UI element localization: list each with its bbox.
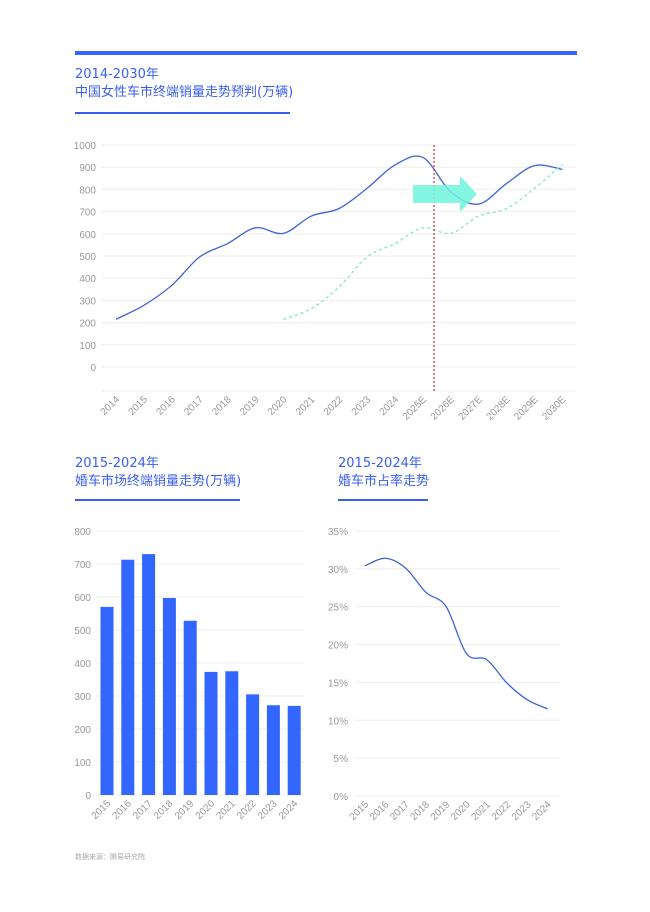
y-tick-label: 400 [79, 274, 96, 285]
y-tick-label: 30% [328, 565, 348, 576]
x-tick-label: 2016 [368, 799, 392, 823]
y-tick-label: 25% [328, 603, 348, 614]
right-arrow-icon [413, 176, 477, 212]
chart3-title-line1: 2015-2024年 [338, 456, 422, 471]
data-source-footer: 数据来源：腾易研究院 [75, 853, 145, 861]
x-tick-label: 2028E [484, 394, 512, 422]
bar [266, 705, 280, 795]
y-tick-label: 1000 [74, 141, 97, 152]
x-tick-label: 2019 [238, 394, 262, 418]
y-tick-label: 15% [328, 678, 348, 689]
y-tick-label: 900 [79, 163, 96, 174]
y-tick-label: 800 [79, 185, 96, 196]
chart3-title-underline [338, 499, 428, 501]
x-tick-label: 2018 [210, 394, 234, 418]
chart1-title: 2014-2030年 中国女性车市终端销量走势预判(万辆) [75, 66, 293, 102]
sales-line [115, 155, 563, 320]
y-tick-label: 35% [328, 527, 348, 538]
x-tick-label: 2029E [512, 394, 540, 422]
x-tick-label: 2020 [449, 799, 473, 823]
y-tick-label: 0 [90, 363, 96, 374]
y-tick-label: 400 [74, 659, 91, 670]
x-tick-label: 2016 [154, 394, 178, 418]
y-tick-label: 0% [334, 792, 349, 803]
chart2-title: 2015-2024年 婚车市场终端销量走势(万辆) [75, 455, 241, 491]
x-tick-label: 2023 [256, 798, 280, 822]
y-tick-label: 200 [79, 319, 96, 330]
bar [100, 606, 114, 795]
y-tick-label: 600 [74, 593, 91, 604]
x-tick-label: 2027E [457, 394, 485, 422]
x-tick-label: 2016 [110, 798, 134, 822]
y-tick-label: 200 [74, 725, 91, 736]
bar [246, 694, 260, 795]
x-tick-label: 2017 [131, 798, 155, 822]
x-tick-label: 2026E [429, 394, 457, 422]
x-tick-label: 2015 [127, 394, 151, 418]
x-tick-label: 2021 [469, 799, 493, 823]
chart3-title-line2: 婚车市占率走势 [338, 474, 430, 489]
bar [287, 705, 301, 795]
y-tick-label: 100 [79, 341, 96, 352]
y-tick-label: 20% [328, 641, 348, 652]
bar [121, 559, 135, 795]
bar [204, 671, 218, 795]
x-tick-label: 2025E [401, 394, 429, 422]
x-tick-label: 2017 [388, 799, 412, 823]
market-share-line [364, 557, 548, 710]
chart1-title-line2: 中国女性车市终端销量走势预判(万辆) [75, 85, 294, 100]
x-tick-label: 2021 [214, 798, 238, 822]
x-tick-label: 2030E [540, 394, 568, 422]
x-tick-label: 2024 [378, 394, 402, 418]
y-tick-label: 0 [85, 791, 91, 802]
x-tick-label: 2024 [530, 799, 554, 823]
x-tick-label: 2015 [348, 799, 372, 823]
bar [162, 597, 176, 795]
x-tick-label: 2023 [510, 799, 534, 823]
y-tick-label: 500 [79, 252, 96, 263]
x-tick-label: 2021 [294, 394, 318, 418]
forecast-line [283, 163, 563, 320]
bar [225, 671, 239, 795]
x-tick-label: 2022 [490, 799, 514, 823]
header-accent-bar [75, 51, 577, 55]
x-tick-label: 2018 [409, 799, 433, 823]
y-tick-label: 700 [79, 208, 96, 219]
bar [183, 620, 197, 795]
y-tick-label: 100 [74, 758, 91, 769]
x-tick-label: 2019 [429, 799, 453, 823]
y-tick-label: 700 [74, 560, 91, 571]
chart1-title-underline [75, 112, 290, 114]
y-tick-label: 5% [334, 754, 349, 765]
y-tick-label: 500 [74, 626, 91, 637]
x-tick-label: 2017 [182, 394, 206, 418]
x-tick-label: 2019 [173, 798, 197, 822]
bar [142, 554, 156, 795]
chart1-title-line1: 2014-2030年 [75, 67, 159, 82]
y-tick-label: 300 [79, 296, 96, 307]
x-tick-label: 2020 [266, 394, 290, 418]
x-tick-label: 2023 [350, 394, 374, 418]
x-tick-label: 2014 [99, 394, 123, 418]
y-tick-label: 800 [74, 527, 91, 538]
chart2-title-line1: 2015-2024年 [75, 456, 159, 471]
x-tick-label: 2022 [322, 394, 346, 418]
y-tick-label: 300 [74, 692, 91, 703]
chart2-title-underline [75, 499, 240, 501]
chart2-title-line2: 婚车市场终端销量走势(万辆) [75, 474, 242, 489]
y-tick-label: 600 [79, 230, 96, 241]
x-tick-label: 2020 [194, 798, 218, 822]
x-tick-label: 2022 [235, 798, 259, 822]
x-tick-label: 2015 [90, 798, 114, 822]
x-tick-label: 2024 [277, 798, 301, 822]
chart3-title: 2015-2024年 婚车市占率走势 [338, 455, 429, 491]
x-tick-label: 2018 [152, 798, 176, 822]
y-tick-label: 10% [328, 716, 348, 727]
